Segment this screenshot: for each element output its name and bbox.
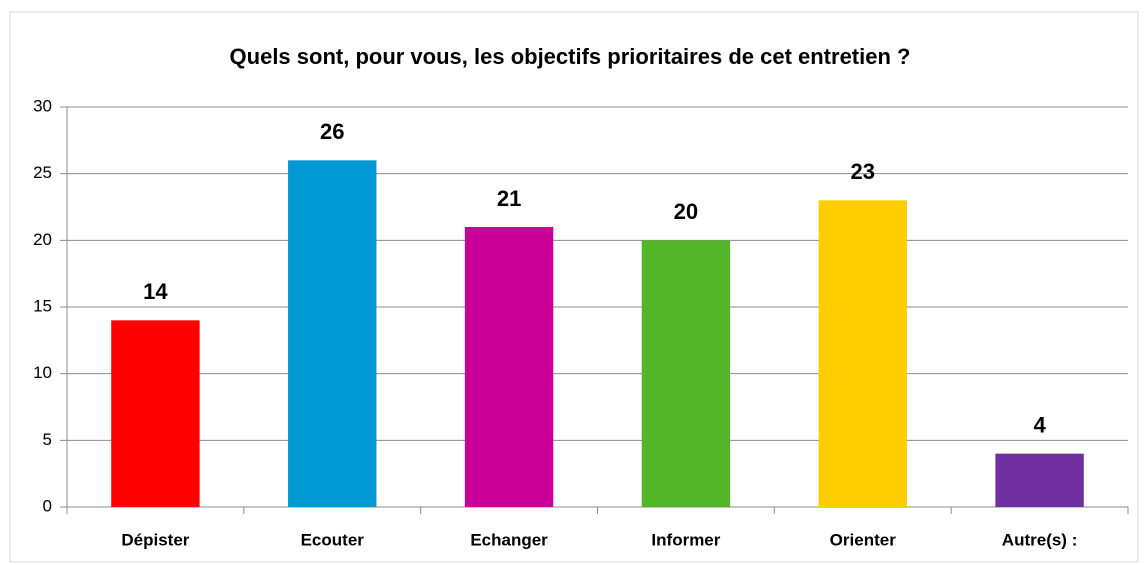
data-label: 26 [320, 119, 344, 144]
bar [995, 453, 1084, 507]
x-tick-label: Ecouter [301, 530, 365, 549]
x-tick-label: Dépister [121, 530, 189, 549]
x-tick-label: Orienter [830, 530, 897, 549]
x-tick-label: Echanger [470, 530, 548, 549]
bar [288, 160, 377, 508]
x-tick-label: Autre(s) : [1002, 530, 1078, 549]
x-tick-label: Informer [651, 530, 720, 549]
bar [641, 240, 731, 508]
y-tick-label: 20 [33, 230, 52, 249]
data-label: 23 [851, 159, 875, 184]
bar [464, 227, 554, 507]
y-tick-label: 15 [33, 296, 52, 315]
bar [111, 320, 200, 507]
y-tick-label: 10 [33, 363, 52, 382]
bar [818, 200, 907, 508]
data-label: 4 [1033, 412, 1046, 437]
y-tick-label: 30 [33, 96, 52, 115]
y-tick-label: 5 [43, 430, 52, 449]
data-label: 20 [674, 199, 698, 224]
data-label: 14 [143, 279, 168, 304]
data-label: 21 [497, 186, 521, 211]
y-tick-label: 25 [33, 163, 52, 182]
y-tick-label: 0 [43, 496, 52, 515]
chart-title: Quels sont, pour vous, les objectifs pri… [230, 44, 911, 69]
